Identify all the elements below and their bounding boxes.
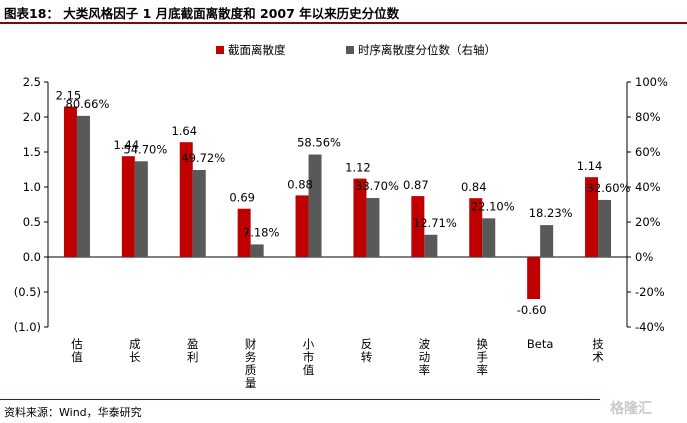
bar-percentile-10: [598, 199, 612, 257]
figure-title: 图表18： 大类风格因子 1 月底截面离散度和 2007 年以来历史分位数: [4, 6, 400, 21]
category-label: 换手率: [477, 337, 489, 377]
bar-percentile-2: [134, 161, 148, 257]
left-tick-label: 2.5: [23, 75, 41, 89]
data-label-percentile: 22.10%: [471, 199, 515, 213]
bar-dispersion-3: [179, 142, 193, 257]
category-label: 盈利: [187, 337, 199, 364]
legend-swatch-percentile: [346, 46, 354, 54]
right-tick-label: 20%: [635, 215, 661, 229]
right-tick-label: -20%: [635, 285, 665, 299]
data-label-dispersion: -0.60: [517, 303, 547, 317]
data-label-percentile: 32.60%: [587, 181, 631, 195]
data-label-percentile: 49.72%: [181, 151, 225, 165]
data-label-dispersion: 0.69: [229, 191, 255, 205]
category-label: 技术: [592, 337, 604, 364]
right-tick-label: 80%: [635, 110, 661, 124]
figure-title-bar: 图表18： 大类风格因子 1 月底截面离散度和 2007 年以来历史分位数: [0, 0, 687, 24]
watermark-logo: 格隆汇: [610, 401, 652, 417]
data-label-dispersion: 1.64: [171, 124, 197, 138]
left-tick-label: 1.0: [23, 180, 41, 194]
data-label-dispersion: 1.12: [345, 161, 371, 175]
bar-percentile-4: [250, 244, 264, 257]
bar-dispersion-2: [121, 156, 135, 257]
title-divider: [0, 22, 687, 24]
data-label-dispersion: 2.15: [56, 89, 82, 103]
chart: 2.5 2.0 1.5 1.0 0.5 0.0 (0.5) (1.0) 100% 80% 60% 40…: [14, 43, 668, 390]
bar-dispersion-6: [353, 178, 367, 257]
bar-percentile-6: [366, 198, 380, 257]
source-note: 资料来源：Wind，华泰研究: [4, 406, 142, 419]
left-tick-label: 1.5: [23, 145, 41, 159]
data-label-percentile: 80.66%: [66, 97, 110, 111]
category-label: 小市值: [303, 337, 315, 377]
right-tick-label: 40%: [635, 180, 661, 194]
bar-dispersion-8: [469, 198, 483, 257]
data-label-dispersion: 1.14: [577, 159, 603, 173]
data-label-percentile: 18.23%: [529, 206, 573, 220]
bar-dispersion-7: [411, 196, 425, 257]
bar-dispersion-9: [527, 257, 541, 299]
bar-dispersion-10: [585, 177, 599, 257]
bar-percentile-7: [424, 234, 438, 257]
bar-percentile-1: [76, 115, 90, 257]
category-label: Beta: [527, 337, 554, 351]
data-label-percentile: 54.70%: [123, 142, 167, 156]
bar-percentile-8: [482, 218, 496, 257]
category-label: 估值: [71, 337, 83, 364]
data-label-percentile: 33.70%: [355, 179, 399, 193]
category-label: 反转: [361, 337, 373, 364]
right-tick-label: 0%: [635, 250, 653, 264]
legend-label-dispersion: 截面离散度: [228, 43, 286, 57]
data-label-dispersion: 0.84: [461, 180, 487, 194]
legend-label-percentile: 时序离散度分位数（右轴）: [358, 43, 496, 57]
right-tick-label: 100%: [635, 75, 668, 89]
category-label: 财务质量: [245, 337, 257, 390]
left-tick-label: 0.0: [23, 250, 41, 264]
bar-dispersion-5: [295, 195, 309, 257]
legend-swatch-dispersion: [216, 46, 224, 54]
left-tick-label: 2.0: [23, 110, 41, 124]
left-tick-label: (1.0): [14, 320, 41, 334]
data-label-percentile: 7.18%: [243, 225, 280, 239]
data-label-dispersion: 0.87: [403, 178, 429, 192]
left-tick-label: 0.5: [23, 215, 41, 229]
right-tick-label: 60%: [635, 145, 661, 159]
bar-dispersion-1: [63, 106, 77, 257]
bar-percentile-3: [192, 169, 206, 257]
bar-dispersion-4: [237, 208, 251, 257]
category-label: 成长: [129, 337, 141, 364]
right-tick-label: -40%: [635, 320, 665, 334]
data-label-percentile: 12.71%: [413, 216, 457, 230]
category-label: 波动率: [419, 337, 431, 377]
bar-percentile-5: [308, 154, 322, 257]
data-label-dispersion: 1.44: [114, 138, 140, 152]
source-divider: [0, 399, 600, 400]
data-label-percentile: 58.56%: [297, 136, 341, 150]
left-tick-label: (0.5): [14, 285, 41, 299]
data-label-dispersion: 0.88: [287, 177, 313, 191]
bar-percentile-9: [540, 225, 554, 257]
